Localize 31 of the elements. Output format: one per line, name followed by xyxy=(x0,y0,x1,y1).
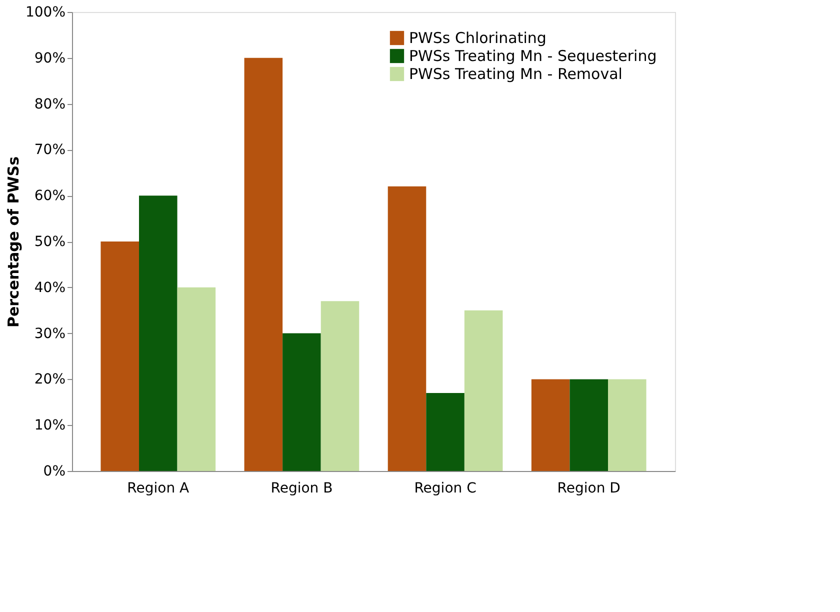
y-tick-label: 20% xyxy=(34,372,66,388)
y-tick-label: 40% xyxy=(34,280,66,296)
bar xyxy=(570,379,608,471)
bar xyxy=(531,379,570,471)
y-tick-label: 60% xyxy=(34,188,66,204)
bar xyxy=(320,301,360,471)
bar xyxy=(177,287,216,471)
x-tick-label: Region B xyxy=(270,480,333,496)
x-tick-label: Region C xyxy=(414,480,477,496)
y-tick-label: 70% xyxy=(34,142,66,158)
legend-label: PWSs Chlorinating xyxy=(409,29,546,47)
legend-label: PWSs Treating Mn - Removal xyxy=(409,65,622,83)
bar xyxy=(464,310,503,471)
bar xyxy=(139,196,178,471)
y-tick-label: 90% xyxy=(34,50,66,66)
y-axis-title: Percentage of PWSs xyxy=(4,156,22,328)
bar xyxy=(282,333,321,471)
y-tick-label: 50% xyxy=(34,234,66,250)
bar xyxy=(608,379,646,471)
y-tick-label: 100% xyxy=(25,4,66,20)
y-tick-label: 30% xyxy=(34,326,66,342)
bar xyxy=(244,58,283,471)
y-tick-label: 0% xyxy=(43,464,66,480)
x-tick-label: Region A xyxy=(127,480,190,496)
bar xyxy=(426,392,464,471)
x-tick-label: Region D xyxy=(557,480,620,496)
y-tick-label: 80% xyxy=(34,96,66,112)
legend-label: PWSs Treating Mn - Sequestering xyxy=(409,47,657,65)
y-tick-label: 10% xyxy=(34,418,66,434)
bar xyxy=(100,242,139,471)
bar xyxy=(388,186,426,471)
